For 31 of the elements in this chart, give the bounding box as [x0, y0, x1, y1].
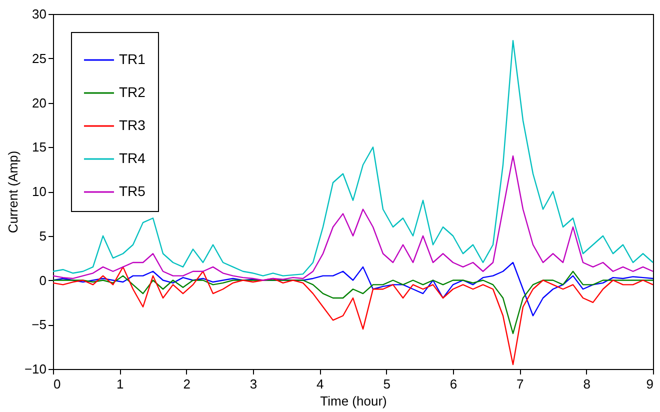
legend-label: TR4 — [119, 150, 146, 166]
y-tick-label: 0 — [39, 272, 46, 288]
legend-label: TR1 — [119, 51, 146, 67]
y-tick-label: −10 — [24, 362, 46, 376]
legend-label: TR2 — [119, 84, 146, 100]
x-axis-title: Time (hour) — [320, 394, 387, 408]
x-tick-label: 1 — [116, 376, 124, 392]
x-tick-label: 3 — [250, 376, 258, 392]
y-axis-title: Current (Amp) — [5, 150, 20, 234]
x-tick-label: 9 — [646, 376, 654, 392]
line-series — [52, 40, 654, 276]
x-tick-label: 5 — [383, 376, 390, 392]
x-tick-label: 0 — [54, 376, 61, 392]
y-tick-label: 25 — [32, 50, 46, 66]
x-tick-label: 8 — [583, 376, 590, 392]
line-series — [52, 155, 654, 281]
y-tick-label: 20 — [32, 95, 46, 110]
line-series — [52, 266, 654, 366]
y-tick-label: −5 — [32, 317, 46, 332]
x-tick-label: 4 — [316, 376, 324, 392]
y-tick-label: 5 — [39, 228, 46, 244]
y-tick-label: 30 — [32, 6, 46, 22]
y-tick-label: 15 — [32, 140, 46, 155]
x-tick-label: 6 — [450, 376, 458, 392]
x-tick-label: 2 — [183, 376, 190, 392]
y-tick-label: 10 — [32, 184, 46, 199]
line-series — [52, 270, 654, 334]
legend-label: TR3 — [119, 117, 146, 133]
legend-label: TR5 — [119, 183, 146, 199]
line-series — [52, 262, 654, 316]
x-tick-label: 7 — [516, 376, 524, 392]
